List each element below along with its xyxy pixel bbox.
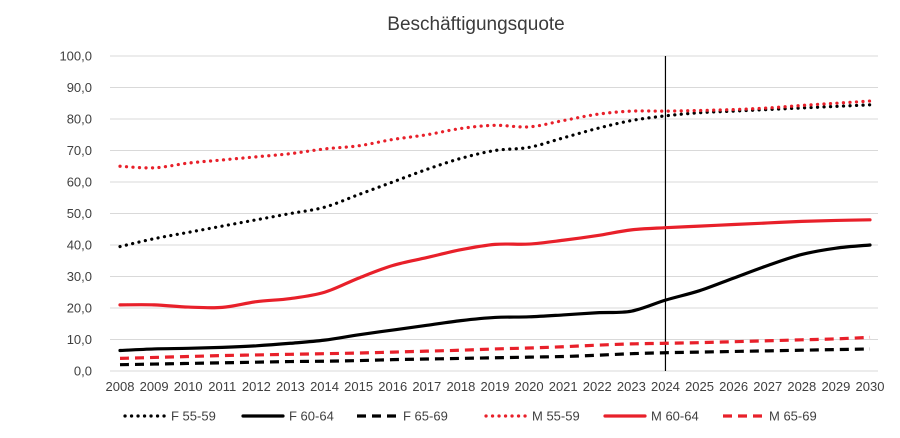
- y-tick-label: 80,0: [67, 112, 92, 127]
- legend-item: F 60-64: [241, 409, 334, 424]
- x-tick-label: 2012: [242, 379, 271, 394]
- legend-label: F 65-69: [403, 409, 448, 424]
- x-tick-label: 2008: [106, 379, 135, 394]
- x-tick-label: 2017: [412, 379, 441, 394]
- series-line-6: [119, 335, 871, 360]
- y-tick-label: 100,0: [59, 49, 92, 64]
- x-tick-label: 2028: [787, 379, 816, 394]
- x-tick-label: 2018: [446, 379, 475, 394]
- legend-label: M 65-69: [769, 409, 817, 424]
- x-tick-label: 2009: [140, 379, 169, 394]
- x-tick-label: 2013: [276, 379, 305, 394]
- x-tick-label: 2026: [719, 379, 748, 394]
- x-tick-label: 2027: [753, 379, 782, 394]
- y-tick-label: 50,0: [67, 206, 92, 221]
- legend-item: F 65-69: [357, 409, 448, 424]
- y-tick-label: 90,0: [67, 80, 92, 95]
- series-layer: [118, 99, 872, 367]
- x-tick-label: 2014: [310, 379, 339, 394]
- legend-item: M 60-64: [603, 409, 699, 424]
- chart-title: Beschäftigungsquote: [387, 14, 564, 35]
- series-line-3: [119, 347, 871, 367]
- y-tick-label: 20,0: [67, 301, 92, 316]
- y-tick-label: 0,0: [74, 364, 92, 379]
- series-line-5: [118, 218, 872, 310]
- x-tick-label: 2020: [515, 379, 544, 394]
- y-tick-label: 10,0: [67, 332, 92, 347]
- x-tick-label: 2021: [549, 379, 578, 394]
- y-tick-label: 70,0: [67, 143, 92, 158]
- x-tick-label: 2029: [821, 379, 850, 394]
- y-tick-label: 40,0: [67, 238, 92, 253]
- legend-label: M 60-64: [651, 409, 699, 424]
- y-axis: 0,0 10,0 20,0 30,0 40,0 50,0 60,0 70,0 80,0 90,0 1…: [59, 49, 92, 379]
- y-tick-label: 60,0: [67, 175, 92, 190]
- x-tick-label: 2011: [208, 379, 236, 394]
- x-tick-label: 2030: [856, 379, 885, 394]
- legend-label: M 55-59: [532, 409, 580, 424]
- x-axis: 2008 2009 2010 2011 2012 2013 2014 2015 2016 2017…: [106, 379, 885, 394]
- x-tick-label: 2024: [651, 379, 680, 394]
- x-tick-label: 2010: [174, 379, 203, 394]
- legend-label: F 60-64: [289, 409, 334, 424]
- x-tick-label: 2022: [583, 379, 612, 394]
- x-tick-label: 2016: [378, 379, 407, 394]
- grid: [110, 55, 878, 372]
- legend-item: M 65-69: [723, 409, 817, 424]
- x-tick-label: 2015: [344, 379, 373, 394]
- legend: F 55-59 F 60-64 F 65-69 M 55-59 M 60-64 M 65-…: [123, 409, 817, 424]
- legend-item: M 55-59: [484, 409, 580, 424]
- series-line-1: [118, 103, 872, 249]
- y-tick-label: 30,0: [67, 269, 92, 284]
- series-line-4: [118, 99, 872, 170]
- x-tick-label: 2025: [685, 379, 714, 394]
- legend-item: F 55-59: [123, 409, 216, 424]
- x-tick-label: 2019: [481, 379, 510, 394]
- legend-label: F 55-59: [171, 409, 216, 424]
- x-tick-label: 2023: [617, 379, 646, 394]
- series-line-2: [118, 243, 872, 353]
